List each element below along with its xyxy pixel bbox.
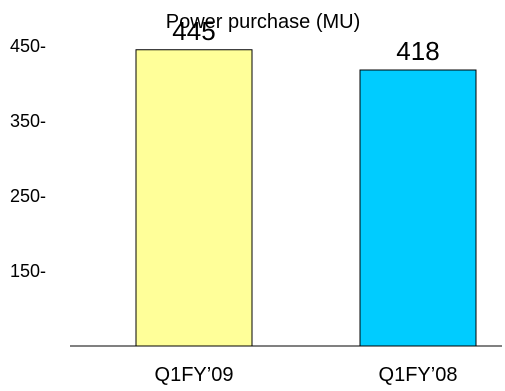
y-tick-label: 150- [10,261,46,281]
bar [359,69,477,347]
bar [135,49,253,347]
x-category-label: Q1FY’09 [155,364,234,386]
bar-value-label: 418 [396,36,439,66]
y-tick-label: 250- [10,186,46,206]
chart-title: Power purchase (MU) [166,11,361,33]
y-tick-label: 450- [10,36,46,56]
x-category-label: Q1FY’08 [379,364,458,386]
y-tick-label: 350- [10,111,46,131]
bars [135,49,477,347]
value-labels: 445 418 [172,16,439,66]
bar-value-label: 445 [172,16,215,46]
y-axis-ticks: 150- 250- 350- 450- [10,36,46,281]
x-axis-labels: Q1FY’09 Q1FY’08 [155,364,458,386]
